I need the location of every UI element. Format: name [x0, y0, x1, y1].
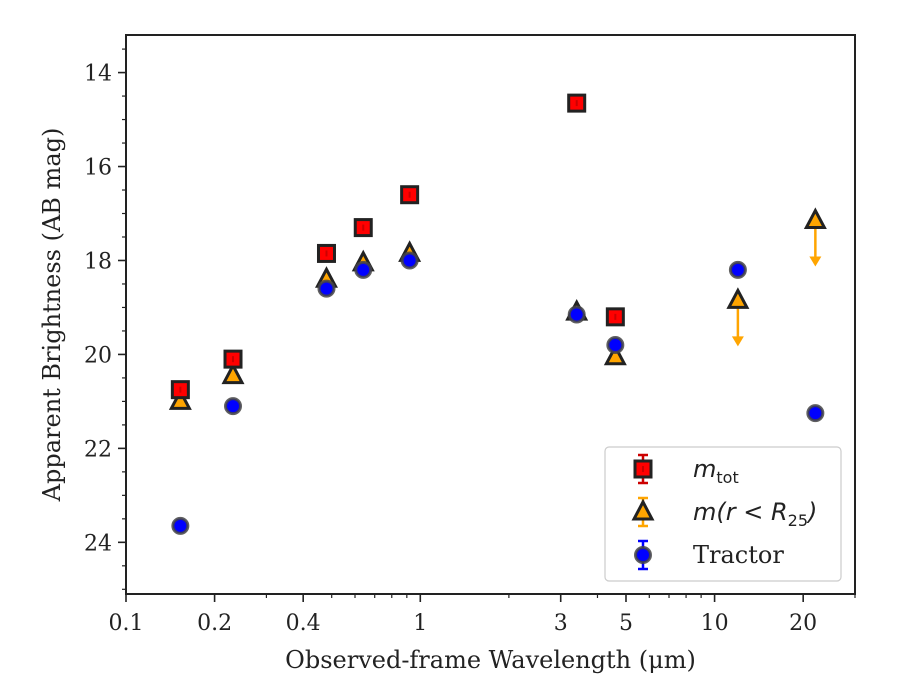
y-axis-label: Apparent Brightness (AB mag) [38, 128, 66, 503]
legend: mtot m(r < R25) Tractor [604, 446, 842, 582]
data-marks [168, 93, 827, 535]
y-tick-label: 18 [84, 249, 112, 274]
legend-label: Tractor [693, 541, 784, 569]
series-square [170, 93, 625, 400]
y-tick-label: 14 [84, 62, 112, 87]
x-tick-label: 3 [554, 611, 568, 636]
x-tick-label: 5 [619, 611, 633, 636]
y-axis: 14 16 18 20 22 24 [84, 48, 126, 590]
legend-entry: Tractor [634, 539, 784, 571]
legend-label: mtot [693, 455, 739, 487]
upper-limit-arrow-head [731, 336, 744, 347]
y-tick-label: 20 [84, 343, 112, 368]
y-tick-label: 16 [84, 156, 112, 181]
x-tick-label: 0.4 [286, 611, 321, 636]
legend-label: m(r < R25) [693, 498, 817, 530]
x-axis-label: Observed-frame Wavelength (μm) [285, 646, 696, 674]
x-tick-label: 0.1 [109, 611, 144, 636]
x-tick-label: 10 [701, 611, 729, 636]
x-axis: 0.1 0.2 0.4 1 3 5 10 20 [109, 594, 856, 636]
x-tick-label: 20 [789, 611, 817, 636]
legend-box [604, 446, 842, 582]
y-tick-label: 24 [84, 531, 112, 556]
legend-entry: mtot [633, 453, 739, 487]
x-tick-label: 1 [413, 611, 427, 636]
upper-limit-arrow-head [809, 256, 822, 267]
y-tick-label: 22 [84, 437, 112, 462]
legend-entry: m(r < R25) [631, 496, 817, 530]
axes-frame [125, 34, 856, 595]
x-tick-label: 0.2 [197, 611, 232, 636]
series-circle [171, 251, 825, 535]
